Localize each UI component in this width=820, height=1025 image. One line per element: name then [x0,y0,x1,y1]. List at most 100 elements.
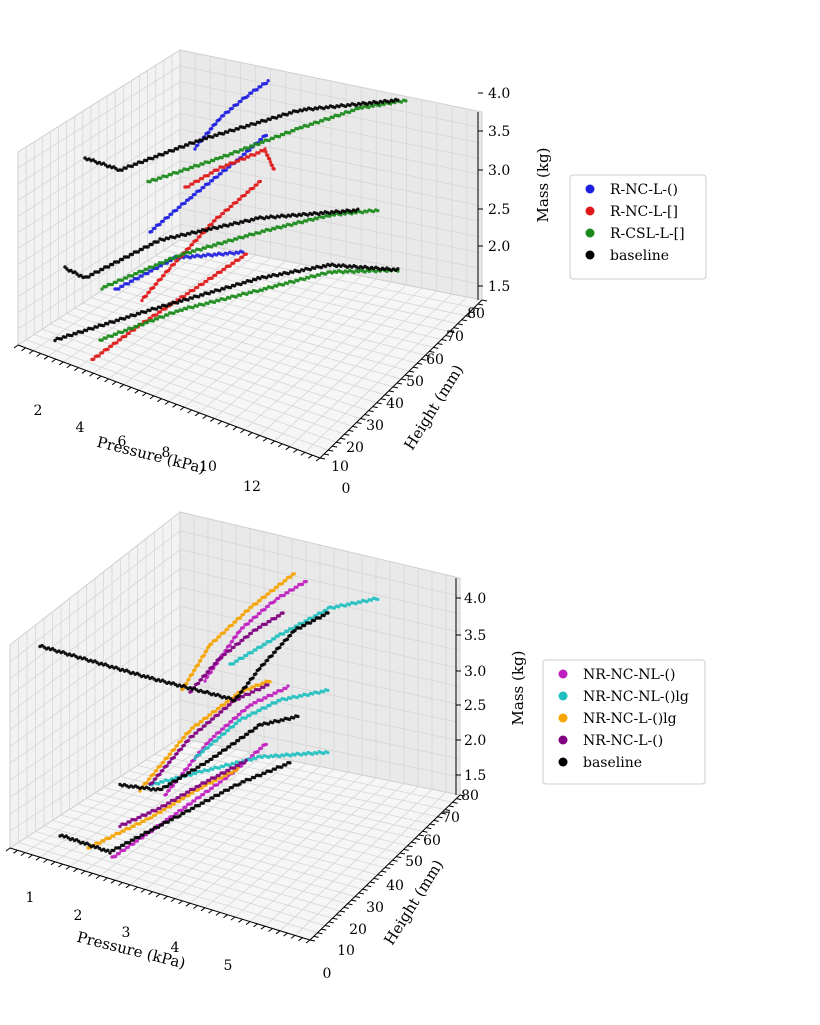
data-point [284,763,288,767]
data-point [238,197,242,201]
data-point [230,204,234,208]
data-point [106,322,110,326]
data-point [148,308,152,313]
data-point [247,681,251,685]
x-tick-mark [178,900,183,905]
data-point [347,602,352,607]
data-point [151,156,155,161]
data-point [316,121,321,125]
data-point [212,300,217,305]
data-point [173,798,177,802]
x-tick-mark [285,446,291,451]
x-tick-mark [179,406,185,411]
data-point [154,178,159,182]
x-tick-mark [74,367,79,372]
data-point [220,156,224,160]
y-tick-mark [477,303,484,306]
x-tick-mark [21,347,26,352]
y-tick-mark [441,812,447,815]
data-point [303,623,307,628]
data-point [223,652,227,656]
data-point [251,676,255,680]
data-point [211,796,215,800]
data-point [144,813,148,817]
x-tick-mark [260,925,266,930]
data-point [201,801,205,805]
data-point [182,252,186,256]
data-point [208,720,212,724]
data-point [158,310,163,314]
data-point [248,778,253,782]
data-point [172,311,176,316]
y-tick-mark [336,914,342,917]
data-point [113,854,118,859]
data-point [145,321,149,325]
data-point [317,691,321,695]
data-point [196,179,201,183]
data-point [172,262,177,266]
data-point [210,786,215,790]
data-point [152,772,156,777]
data-point [182,811,186,816]
y-tick-mark [309,939,316,942]
data-point [228,648,233,653]
grid-line-y [139,265,442,340]
data-point [155,266,160,270]
data-point [200,786,204,790]
x-tick-mark [185,902,191,907]
data-point [238,293,243,298]
data-point [207,130,211,135]
data-point [337,114,342,118]
data-point [221,727,226,731]
data-point [235,102,240,107]
data-point [118,846,122,850]
y-tick-mark [433,346,439,349]
data-point [228,296,232,300]
data-point [235,237,239,241]
data-point [232,161,237,165]
data-point [193,147,197,151]
data-point [210,178,215,183]
data-point [197,803,202,808]
data-point [260,698,264,702]
data-point [112,834,116,838]
data-point [263,771,267,776]
y-tick-mark [392,386,398,389]
data-point [258,708,262,713]
data-point [150,816,154,820]
data-point [207,160,212,165]
data-point [242,735,246,739]
data-point [124,276,129,280]
data-point [178,814,182,818]
data-point [156,240,160,244]
grid-line-y [131,271,434,348]
x-tick-mark [238,918,243,923]
data-point [293,628,297,633]
y-tick-mark [429,823,436,826]
data-point [211,135,215,139]
y-tick-mark [469,311,475,314]
x-tick-mark [232,426,238,431]
data-point [224,168,228,172]
data-point [225,130,230,134]
data-point [193,768,197,772]
data-point [299,626,303,630]
data-point [343,604,347,608]
data-point [273,227,277,231]
data-point [376,209,380,213]
data-point [250,650,254,655]
data-point [267,138,271,143]
data-point [53,338,57,343]
data-point [151,265,156,269]
data-point [116,260,121,264]
y-tick-mark [453,327,459,330]
data-point [251,753,255,758]
data-point [193,192,197,197]
legend-label: NR-NC-NL-() [583,667,675,683]
data-point [236,763,241,768]
data-point [159,277,163,281]
data-point [215,175,220,179]
data-point [174,779,179,783]
data-point [215,783,220,787]
data-point [122,317,127,321]
